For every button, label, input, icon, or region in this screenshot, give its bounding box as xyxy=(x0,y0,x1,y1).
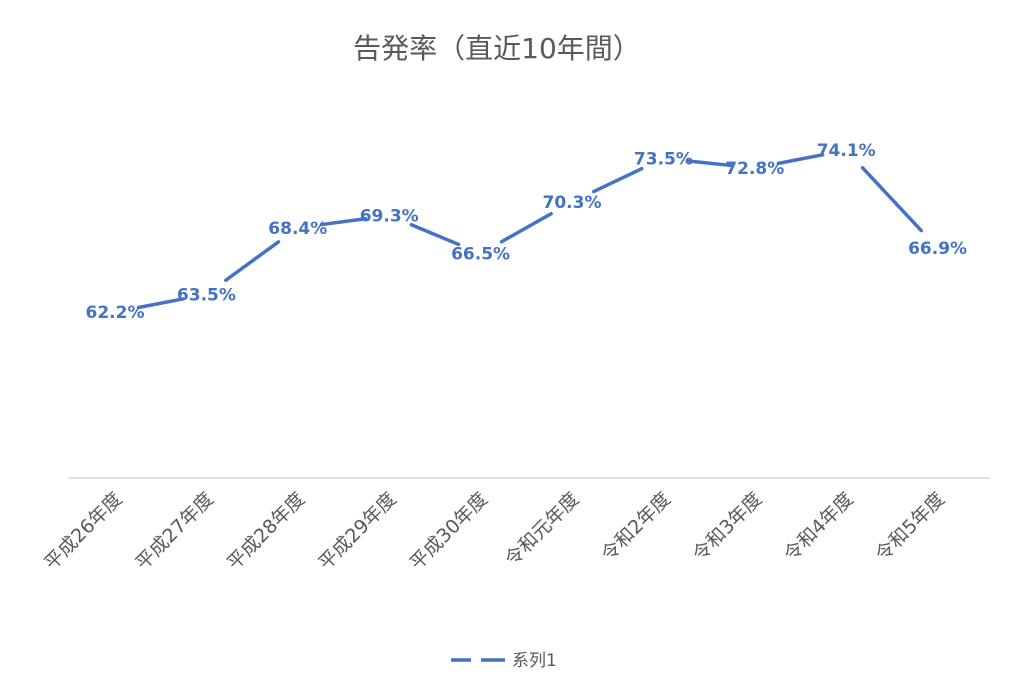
x-tick-labels-layer: 平成26年度 平成27年度 平成28年度 平成29年度 平成30年度 令和元年度 令和2年度… xyxy=(40,488,949,574)
data-label: 62.2% xyxy=(86,303,145,323)
data-labels-layer: 62.2% 63.5% 68.4% 69.3% 66.5% 70.3% 73.5% 72.8%… xyxy=(86,141,968,323)
x-tick-label: 平成27年度 xyxy=(132,488,218,574)
data-label: 69.3% xyxy=(360,207,419,227)
data-label: 63.5% xyxy=(177,285,236,305)
x-tick-label: 平成28年度 xyxy=(223,488,309,574)
x-tick-label: 令和4年度 xyxy=(780,488,858,566)
x-tick-label: 令和2年度 xyxy=(597,488,675,566)
legend-entry-label: 系列1 xyxy=(512,651,557,671)
data-label: 70.3% xyxy=(543,193,602,213)
series-line-segment xyxy=(409,223,461,247)
x-tick-label: 令和元年度 xyxy=(501,488,584,571)
data-label: 74.1% xyxy=(817,141,876,161)
x-tick-label: 令和5年度 xyxy=(871,488,949,566)
x-tick-label: 令和3年度 xyxy=(688,488,766,566)
series-line-segment xyxy=(136,297,185,310)
data-label: 66.5% xyxy=(451,245,510,265)
x-tick-label: 平成30年度 xyxy=(406,488,492,574)
data-label: 66.9% xyxy=(908,239,967,259)
legend: 系列1 xyxy=(451,651,557,671)
series-line-segment xyxy=(776,153,825,166)
series-line-segment xyxy=(860,166,923,233)
series-line-segment xyxy=(319,216,368,227)
series-line-segment xyxy=(499,211,553,244)
x-tick-label: 平成26年度 xyxy=(40,488,126,574)
series-line-segment xyxy=(224,240,281,283)
series-line-segment xyxy=(591,166,644,194)
x-tick-label: 平成29年度 xyxy=(314,488,400,574)
series-layer xyxy=(136,153,923,310)
series-line-segment xyxy=(685,159,733,168)
data-label: 68.4% xyxy=(268,219,327,239)
chart-title: 告発率（直近10年間） xyxy=(353,32,641,65)
data-label: 72.8% xyxy=(725,159,784,179)
data-label: 73.5% xyxy=(634,149,693,169)
